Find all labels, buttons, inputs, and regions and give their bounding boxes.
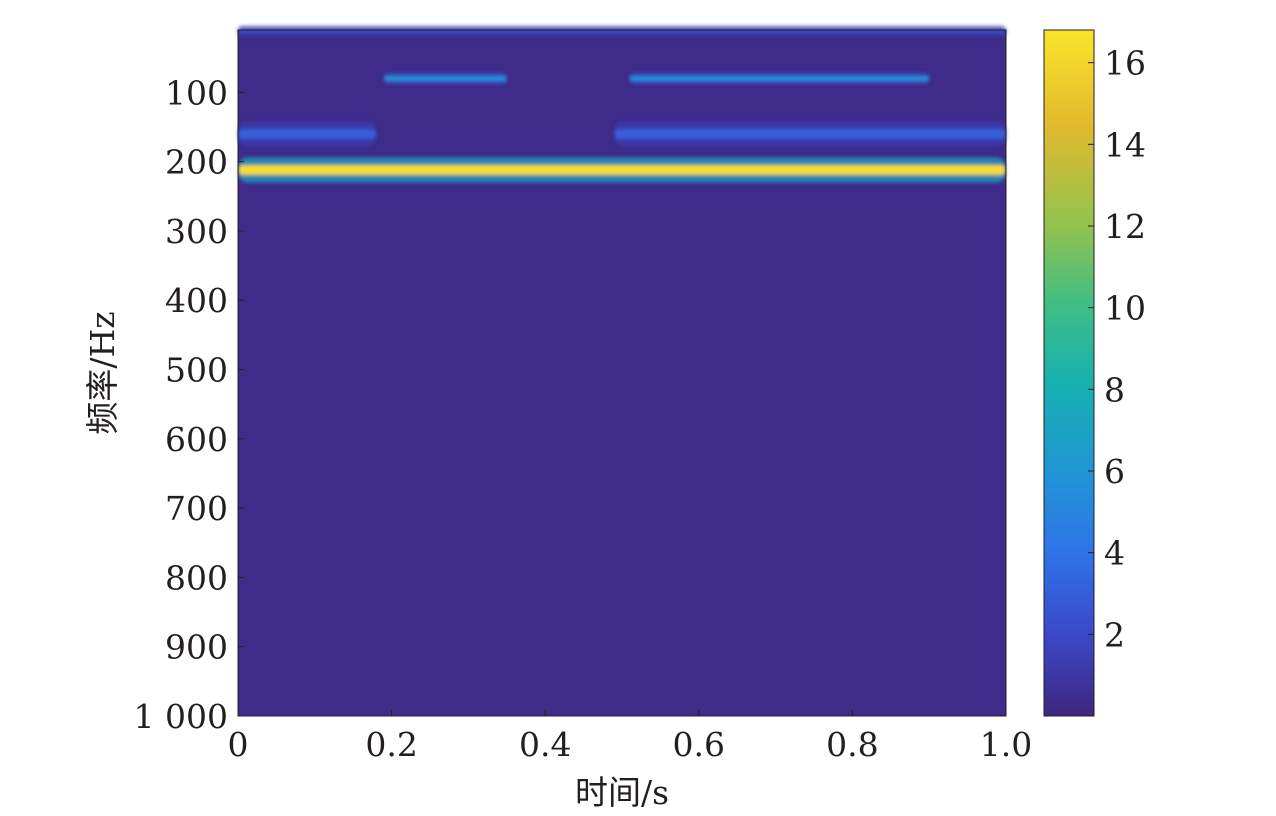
y-axis-label: 频率/Hz: [83, 311, 122, 434]
heatmap-band: [238, 165, 1006, 175]
y-tick-label: 800: [165, 558, 228, 597]
colorbar-ticks: 2 4 6 8 10 12 14 16: [1088, 44, 1146, 654]
y-tick-label: 200: [165, 143, 228, 182]
y-tick-label: 100: [165, 73, 228, 112]
colorbar-tick-label: 2: [1104, 615, 1125, 654]
colorbar-tick-label: 4: [1104, 534, 1125, 573]
colorbar-tick-label: 8: [1104, 370, 1125, 409]
colorbar-tick-label: 12: [1104, 207, 1146, 246]
y-tick-label: 1 000: [134, 697, 228, 736]
heatmap-band: [238, 129, 377, 139]
y-tick-label: 900: [165, 628, 228, 667]
colorbar-tick-label: 14: [1104, 125, 1146, 164]
x-tick-label: 0.6: [673, 725, 725, 764]
x-tick-label: 0.2: [365, 725, 417, 764]
x-axis: 0 0.2 0.4 0.6 0.8 1.0: [228, 710, 1032, 764]
colorbar-tick-label: 10: [1104, 289, 1146, 328]
colorbar-tick-label: 6: [1104, 452, 1125, 491]
y-axis: 100 200 300 400 500 600 700 800 900 1 000: [134, 73, 244, 736]
y-tick-label: 300: [165, 212, 228, 251]
colorbar: [1043, 29, 1095, 717]
heatmap-band: [629, 76, 930, 81]
heatmap-band: [614, 129, 1006, 139]
x-tick-label: 1.0: [980, 725, 1032, 764]
y-tick-label: 500: [165, 351, 228, 390]
heatmap-band: [383, 76, 507, 81]
x-tick-label: 0: [228, 725, 249, 764]
plot-frame: [237, 29, 1007, 717]
y-tick-label: 700: [165, 489, 228, 528]
y-tick-label: 400: [165, 281, 228, 320]
y-tick-label: 600: [165, 420, 228, 459]
colorbar-tick-label: 16: [1104, 44, 1146, 83]
x-tick-label: 0.8: [826, 725, 878, 764]
x-tick-label: 0.4: [519, 725, 571, 764]
x-axis-label: 时间/s: [575, 773, 669, 812]
